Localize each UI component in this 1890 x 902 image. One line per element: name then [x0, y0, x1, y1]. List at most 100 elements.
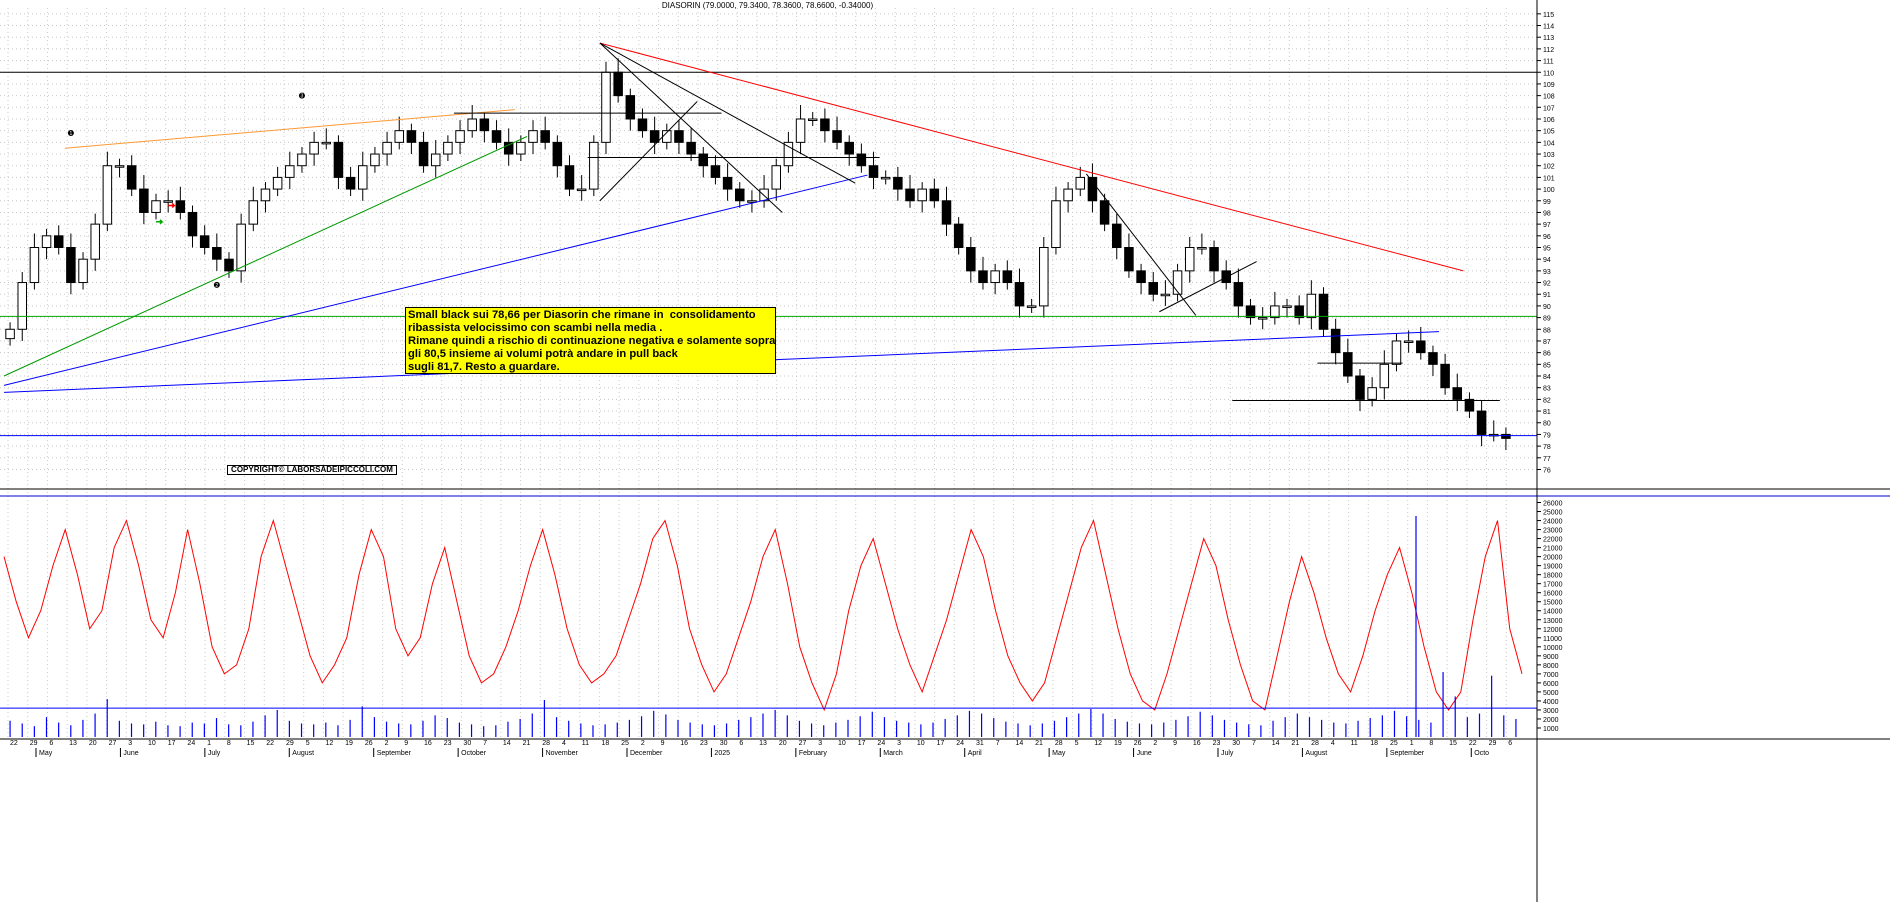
- y-tick-label: 80: [1543, 421, 1551, 428]
- y-tick-label: 102: [1543, 164, 1555, 171]
- candle: [1124, 247, 1134, 272]
- volume-panel: [0, 516, 1537, 737]
- candle: [151, 200, 161, 213]
- candle: [1270, 305, 1280, 319]
- candle: [576, 188, 587, 192]
- candle: [175, 200, 186, 213]
- x-day-label: 1: [1410, 740, 1414, 747]
- x-day-label: 9: [661, 740, 665, 747]
- y-tick-label: 83: [1543, 386, 1551, 393]
- candle: [649, 130, 660, 143]
- y-tick-label: 89: [1543, 316, 1551, 323]
- candle: [443, 141, 453, 155]
- candle: [418, 141, 429, 167]
- x-month-label: September: [377, 750, 412, 757]
- candle: [285, 165, 295, 178]
- candle: [41, 235, 52, 249]
- candle: [1257, 317, 1268, 320]
- oscillator-line: [3, 518, 1523, 712]
- candle: [1233, 282, 1244, 307]
- copyright-label: COPYRIGHT© LABORSADEIPICCOLI.COM: [227, 465, 397, 475]
- trendline-black: [599, 101, 698, 202]
- trendline-orange: [64, 109, 515, 149]
- candle: [844, 141, 854, 155]
- osc-tick-label: 2000: [1543, 717, 1559, 724]
- candle: [516, 141, 526, 155]
- x-month-label: May: [39, 750, 53, 757]
- y-tick-label: 94: [1543, 257, 1551, 264]
- candle: [807, 118, 818, 121]
- candle: [528, 130, 538, 143]
- candle: [1112, 223, 1122, 248]
- x-day-label: 25: [621, 740, 629, 747]
- chart-title: DIASORIN (79.0000, 79.3400, 78.3600, 78.…: [661, 1, 874, 10]
- candle: [1026, 305, 1037, 308]
- x-day-label: 23: [1213, 740, 1221, 747]
- x-day-label: 17: [168, 740, 176, 747]
- candle: [491, 130, 502, 143]
- candle: [187, 211, 198, 237]
- osc-tick-label: 4000: [1543, 699, 1559, 706]
- candle: [1403, 340, 1414, 343]
- x-day-label: 10: [917, 740, 925, 747]
- osc-tick-label: 8000: [1543, 663, 1559, 670]
- x-day-label: 18: [1370, 740, 1378, 747]
- candle: [1148, 282, 1158, 295]
- x-day-label: 24: [877, 740, 885, 747]
- candle: [686, 141, 696, 155]
- candle: [66, 247, 76, 284]
- candle: [674, 130, 684, 143]
- x-day-label: 21: [523, 740, 531, 747]
- x-month-label: July: [208, 750, 221, 757]
- wave-label: 3: [301, 94, 304, 100]
- candle: [917, 188, 927, 202]
- osc-tick-label: 13000: [1543, 618, 1563, 625]
- x-day-label: 24: [187, 740, 195, 747]
- y-tick-label: 88: [1543, 327, 1551, 334]
- candle: [1343, 352, 1353, 377]
- trendline-black: [1085, 173, 1197, 316]
- candle: [820, 118, 830, 132]
- x-day-label: 8: [1429, 740, 1433, 747]
- candle: [698, 153, 709, 167]
- trendline-black: [1159, 261, 1257, 313]
- candle: [394, 130, 404, 143]
- trendline-green: [3, 136, 528, 377]
- candle: [102, 165, 113, 225]
- x-day-label: 31: [976, 740, 984, 747]
- candle: [1245, 305, 1256, 319]
- candle: [613, 71, 623, 97]
- x-day-label: 9: [404, 740, 408, 747]
- candle: [1416, 340, 1426, 354]
- candle: [1087, 176, 1098, 202]
- x-day-label: 23: [444, 740, 452, 747]
- x-day-label: 2: [641, 740, 645, 747]
- candle: [795, 118, 806, 143]
- x-day-label: 14: [1272, 740, 1280, 747]
- x-month-label: September: [1390, 750, 1425, 757]
- y-tick-label: 90: [1543, 304, 1551, 311]
- candle: [90, 223, 100, 260]
- y-tick-label: 113: [1543, 35, 1554, 42]
- osc-tick-label: 14000: [1543, 609, 1563, 616]
- osc-tick-label: 23000: [1543, 528, 1563, 535]
- candle: [29, 247, 40, 284]
- candle: [297, 153, 307, 167]
- red-arrow-icon: [168, 202, 176, 208]
- wave-label: 1: [69, 131, 72, 137]
- osc-tick-label: 7000: [1543, 672, 1559, 679]
- x-day-label: 12: [325, 740, 333, 747]
- y-tick-label: 101: [1543, 175, 1555, 182]
- y-tick-label: 93: [1543, 269, 1551, 276]
- candle: [382, 141, 392, 155]
- x-month-label: April: [968, 750, 982, 757]
- candle: [1197, 247, 1207, 250]
- y-tick-label: 78: [1543, 444, 1551, 451]
- y-tick-label: 86: [1543, 351, 1551, 358]
- y-tick-label: 76: [1543, 467, 1551, 474]
- x-day-label: 17: [858, 740, 866, 747]
- wave-marker: [213, 281, 220, 288]
- candle: [893, 176, 903, 190]
- y-tick-label: 97: [1543, 222, 1551, 229]
